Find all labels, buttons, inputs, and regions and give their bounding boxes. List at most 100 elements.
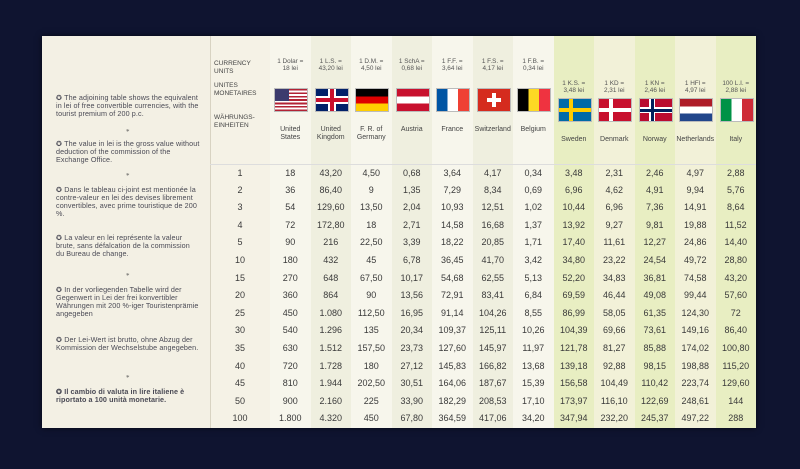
value-cell: 0,68 (402, 168, 421, 178)
value-cell: 90 (366, 290, 377, 301)
value-cell: 450 (282, 307, 298, 318)
value-cell: 74,58 (683, 272, 707, 283)
value-cell: 13,68 (521, 360, 545, 371)
value-cell: 2,46 (645, 168, 664, 178)
value-cell: 450 (363, 413, 379, 424)
value-cell: 145,97 (478, 343, 507, 353)
note-de-1: ✪ In der vorliegenden Tabelle wird der G… (56, 285, 199, 318)
column-unit: 1 Dolar = 18 lei (270, 58, 311, 72)
value-cell: 3,64 (443, 168, 462, 178)
value-cell: 104,39 (559, 325, 588, 336)
star-separator: * (126, 172, 130, 180)
value-cell: 43,20 (319, 168, 343, 178)
exchange-leaflet: ✪ The adjoining table shows the equivale… (42, 36, 756, 428)
value-cell: 109,37 (438, 325, 467, 336)
value-cell: 364,59 (438, 413, 467, 424)
value-cell: 2.160 (319, 395, 343, 406)
value-cell: 248,61 (681, 395, 710, 406)
value-cell: 67,80 (400, 413, 424, 424)
value-cell: 45 (366, 255, 377, 265)
flag-belgium (517, 88, 551, 112)
value-cell: 23,73 (400, 343, 424, 353)
value-cell: 9,81 (645, 219, 664, 230)
column-unit: 100 L.I. = 2,88 lei (716, 80, 757, 94)
unit-label: 1 F.B. = (522, 58, 545, 65)
value-cell: 46,44 (602, 290, 626, 301)
value-cell: 99,44 (683, 290, 707, 301)
amount-cell: 3 (237, 202, 243, 213)
value-cell: 173,97 (559, 395, 588, 406)
value-cell: 432 (323, 255, 339, 265)
rate-label: 4,17 lei (482, 65, 504, 72)
unit-label: 100 L.I. = (722, 80, 750, 87)
value-cell: 17,40 (562, 237, 586, 248)
table-row: 40 720 1.728 180 27,12 145,83 166,82 13,68 139,1… (210, 358, 756, 376)
value-cell: 125,11 (479, 325, 507, 336)
value-cell: 100,80 (721, 343, 750, 353)
flag-norway (638, 98, 673, 122)
value-cell: 8,64 (726, 202, 745, 213)
value-cell: 157,50 (357, 343, 386, 353)
value-cell: 630 (282, 343, 298, 353)
value-cell: 144 (728, 395, 744, 406)
rate-label: 43,20 lei (318, 65, 343, 72)
value-cell: 81,27 (602, 343, 626, 353)
value-cell: 20,34 (400, 325, 424, 336)
flag-switzerland (476, 88, 511, 112)
note-fr-2: ✪ La valeur en lei représente la valeur … (56, 233, 190, 258)
column-unit: 1 F.S. = 4,17 lei (473, 58, 514, 72)
rate-label: 2,31 lei (603, 87, 625, 94)
value-cell: 36 (285, 184, 296, 195)
table-row: 30 540 1.296 135 20,34 109,37 125,11 10,26 104,3… (210, 322, 756, 340)
table-row: 50 900 2.160 225 33,90 182,29 208,53 17,10 173,9… (210, 393, 756, 411)
rate-label: 2,46 lei (644, 87, 666, 94)
value-cell: 14,91 (683, 202, 707, 213)
value-cell: 12,51 (481, 202, 505, 213)
value-cell: 7,36 (645, 202, 664, 213)
note-en-1: ✪ The adjoining table shows the equivale… (56, 93, 199, 118)
value-cell: 61,35 (643, 307, 667, 318)
star-separator: * (126, 128, 130, 136)
value-cell: 164,06 (438, 378, 467, 389)
value-cell: 69,66 (602, 325, 626, 336)
unit-label: 1 KN = (644, 80, 665, 87)
value-cell: 72,91 (440, 290, 464, 301)
column-unit: 1 F.B. = 0,34 lei (513, 58, 554, 72)
value-cell: 33,90 (400, 395, 424, 406)
value-cell: 11,97 (522, 343, 545, 353)
value-cell: 6,96 (564, 184, 583, 195)
value-cell: 5,76 (726, 184, 745, 195)
value-cell: 20,85 (481, 237, 505, 248)
value-cell: 98,15 (643, 360, 667, 371)
value-cell: 18 (285, 168, 296, 178)
table-row: 20 360 864 90 13,56 72,91 83,41 6,84 69,59 46,44 4… (210, 287, 756, 305)
value-cell: 4,97 (686, 168, 705, 178)
value-cell: 3,42 (524, 255, 543, 265)
value-cell: 104,26 (478, 307, 507, 318)
flag-united-kingdom (314, 88, 349, 112)
unit-label: 1 Dolar = (277, 58, 304, 65)
value-cell: 1.296 (319, 325, 343, 336)
country-name: Denmark (600, 136, 629, 143)
value-cell: 497,22 (681, 413, 710, 424)
notes-panel: ✪ The adjoining table shows the equivale… (42, 36, 211, 428)
country-name: Austria (400, 126, 423, 133)
value-cell: 198,88 (681, 360, 710, 371)
value-cell: 540 (282, 325, 298, 336)
value-cell: 85,88 (643, 343, 667, 353)
amount-cell: 2 (237, 184, 243, 195)
country-name: F. R. of Germany (356, 126, 386, 141)
value-cell: 14,40 (724, 237, 748, 248)
rate-label: 4,97 lei (684, 87, 706, 94)
country-name: Norway (642, 136, 667, 143)
value-cell: 648 (323, 272, 339, 283)
value-cell: 4,62 (605, 184, 624, 195)
value-cell: 11,52 (724, 219, 747, 230)
value-cell: 129,60 (721, 378, 750, 389)
value-cell: 2,31 (605, 168, 624, 178)
value-cell: 83,41 (481, 290, 505, 301)
value-cell: 139,18 (559, 360, 588, 371)
value-cell: 208,53 (478, 395, 507, 406)
value-cell: 1,37 (524, 219, 543, 230)
value-cell: 10,44 (562, 202, 586, 213)
